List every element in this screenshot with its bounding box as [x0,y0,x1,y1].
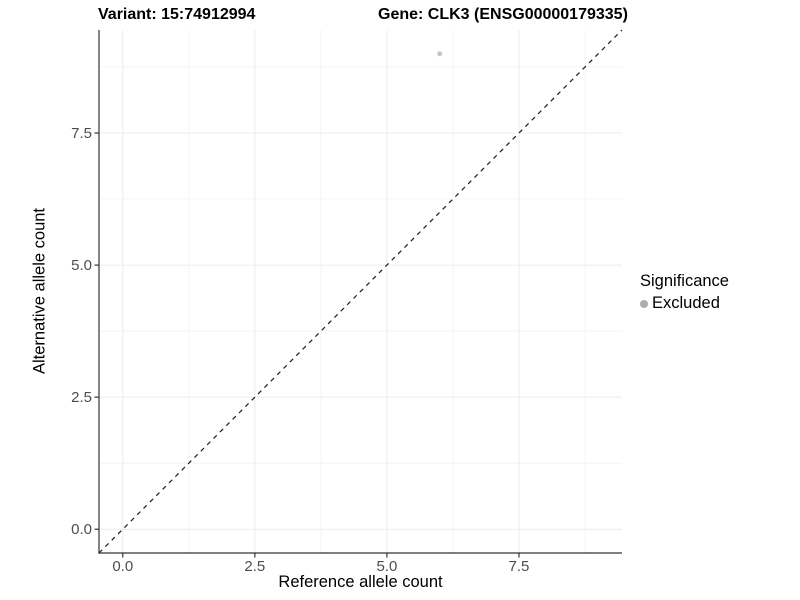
x-tick-label: 7.5 [509,558,530,575]
plot-title-variant: Variant: 15:74912994 [98,6,256,23]
x-tick-label: 0.0 [112,558,133,575]
y-tick-label: 7.5 [71,125,92,142]
y-tick-label: 5.0 [71,257,92,274]
legend-title: Significance [640,272,729,290]
legend-item-label: Excluded [652,294,720,312]
y-tick-label: 2.5 [71,389,92,406]
x-axis-title: Reference allele count [278,573,443,591]
legend-key-dot [640,299,648,308]
identity-line [98,29,623,554]
plot-title-gene: Gene: CLK3 (ENSG00000179335) [378,6,628,23]
x-tick-label: 5.0 [376,558,397,575]
data-point [437,51,443,57]
legend-item-excluded: Excluded [640,294,729,313]
legend: Significance Excluded [640,272,729,313]
y-tick-label: 0.0 [71,521,92,538]
x-tick-label: 2.5 [244,558,265,575]
